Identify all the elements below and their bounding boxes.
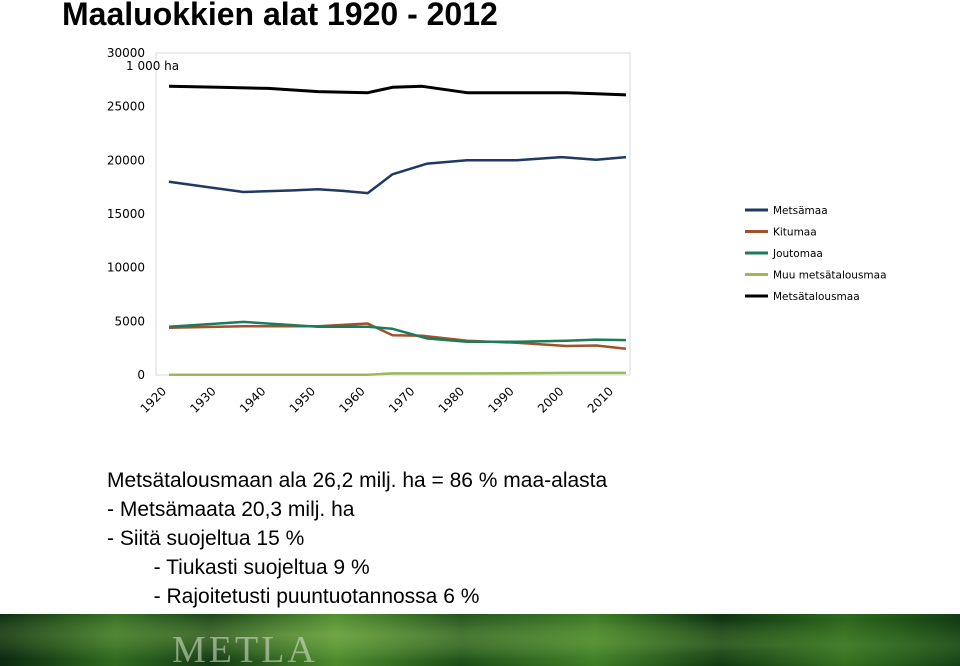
note-protected: - Siitä suojeltua 15 % xyxy=(107,527,305,550)
y-axis-ticks: 0 5000 10000 15000 20000 25000 30000 xyxy=(107,46,145,382)
legend-label: Metsämaa xyxy=(773,205,828,217)
footer-background-image xyxy=(0,614,960,666)
note-total-area: Metsätalousmaan ala 26,2 milj. ha = 86 %… xyxy=(107,469,608,492)
footer-banner: METLA xyxy=(0,614,960,666)
legend-label: Metsätalousmaa xyxy=(773,291,860,303)
note-forest-land: - Metsämaata 20,3 milj. ha xyxy=(107,498,355,521)
series-line-joutomaa xyxy=(168,320,627,343)
series-lines xyxy=(168,84,627,377)
x-tick-label: 1920 xyxy=(138,384,169,415)
chart-legend: Metsämaa Kitumaa Joutomaa Muu metsätalousma… xyxy=(745,205,887,303)
metla-logo: METLA xyxy=(172,629,318,666)
series-line-metsätalousmaa xyxy=(168,84,627,97)
y-tick-label: 25000 xyxy=(107,100,145,114)
y-tick-label: 30000 xyxy=(107,46,145,60)
series-line-metsämaa xyxy=(168,155,627,195)
y-tick-label: 5000 xyxy=(114,314,145,328)
x-tick-label: 2010 xyxy=(585,384,616,415)
y-tick-label: 0 xyxy=(137,368,145,382)
legend-label: Kitumaa xyxy=(773,227,817,239)
y-unit-label: 1 000 ha xyxy=(126,59,179,73)
page-title: Maaluokkien alat 1920 - 2012 xyxy=(62,0,498,32)
x-tick-label: 1950 xyxy=(287,384,318,415)
x-tick-label: 1960 xyxy=(336,384,367,415)
x-tick-label: 1980 xyxy=(436,384,467,415)
y-tick-label: 15000 xyxy=(107,207,145,221)
note-strictly-protected: - Tiukasti suojeltua 9 % xyxy=(107,556,370,579)
summary-notes: Metsätalousmaan ala 26,2 milj. ha = 86 %… xyxy=(107,466,607,611)
x-tick-label: 1990 xyxy=(485,384,516,415)
y-tick-label: 10000 xyxy=(107,261,145,275)
x-tick-label: 1970 xyxy=(386,384,417,415)
x-tick-label: 1940 xyxy=(237,384,268,415)
legend-label: Joutomaa xyxy=(772,248,823,260)
x-tick-label: 2000 xyxy=(535,384,566,415)
x-axis-ticks: 1920 1930 1940 1950 1960 1970 1980 1990 2000 2010 xyxy=(138,384,617,415)
note-restricted-use: - Rajoitetusti puuntuotannossa 6 % xyxy=(107,585,480,608)
y-tick-label: 20000 xyxy=(107,153,145,167)
legend-label: Muu metsätalousmaa xyxy=(773,270,887,282)
series-line-muu-metsätalousmaa xyxy=(169,371,626,377)
x-tick-label: 1930 xyxy=(187,384,218,415)
